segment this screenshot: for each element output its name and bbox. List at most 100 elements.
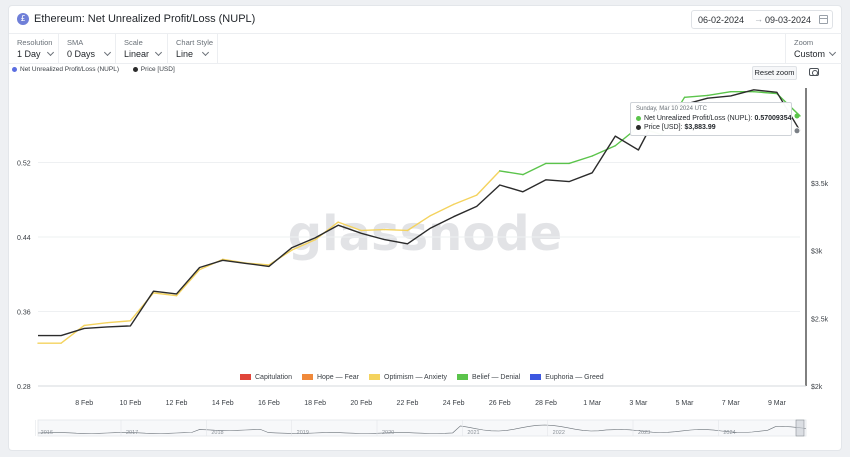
tooltip-price-label: Price [USD]: xyxy=(644,124,683,131)
nupl-line-segment xyxy=(60,324,85,344)
y-tick-label-right: $2.5k xyxy=(811,316,829,323)
nupl-line-segment xyxy=(291,239,316,251)
y-tick-label-right: $3.5k xyxy=(811,181,829,188)
chart-style-label: Chart Style xyxy=(176,38,214,47)
chart-style-value: Line xyxy=(176,49,194,59)
nupl-line-segment xyxy=(499,170,524,176)
series-legend: Net Unrealized Profit/Loss (NUPL) Price … xyxy=(12,66,187,73)
navigator-year-label: 2018 xyxy=(211,430,223,436)
x-tick-label: 16 Feb xyxy=(258,400,280,407)
nupl-line-segment xyxy=(683,94,709,99)
zone-legend-item[interactable]: Belief — Denial xyxy=(457,374,520,381)
zone-swatch xyxy=(240,374,251,381)
arrow-right-icon: → xyxy=(754,14,763,24)
legend-dot-price xyxy=(132,66,138,72)
tooltip-dot-price xyxy=(636,124,641,130)
nupl-line-segment xyxy=(522,162,547,176)
nupl-line-segment xyxy=(383,228,409,232)
zone-legend: Capitulation Hope — Fear Optimism — Anxiet… xyxy=(240,374,614,381)
zone-label: Optimism — Anxiety xyxy=(384,374,448,381)
legend-dot-nupl xyxy=(12,66,17,72)
zone-swatch xyxy=(530,374,542,381)
y-tick-label-left: 0.36 xyxy=(17,310,31,317)
y-tick-label-right: $3k xyxy=(811,249,823,256)
x-tick-label: 3 Mar xyxy=(629,400,648,407)
sma-value: 0 Days xyxy=(67,49,96,59)
zone-label: Belief — Denial xyxy=(472,374,521,381)
x-tick-label: 5 Mar xyxy=(676,400,695,407)
nupl-line-segment xyxy=(476,170,501,196)
x-tick-label: 10 Feb xyxy=(119,400,141,407)
zone-label: Capitulation xyxy=(255,374,292,381)
x-tick-label: 22 Feb xyxy=(397,400,419,407)
resolution-label: Resolution xyxy=(17,38,53,47)
page-title: Ethereum: Net Unrealized Profit/Loss (NU… xyxy=(34,13,256,25)
calendar-icon[interactable] xyxy=(819,15,828,24)
navigator-year-label: 2021 xyxy=(467,430,479,436)
nupl-line-segment xyxy=(360,228,386,232)
date-from-input[interactable]: 06-02-2024 xyxy=(698,15,745,25)
nupl-line-segment xyxy=(175,268,201,297)
x-tick-label: 8 Feb xyxy=(75,400,93,407)
x-tick-label: 9 Mar xyxy=(768,400,787,407)
scale-label: Scale xyxy=(124,38,143,47)
watermark: glassnode xyxy=(288,206,562,262)
legend-item-nupl[interactable]: Net Unrealized Profit/Loss (NUPL) xyxy=(12,66,119,73)
resolution-select[interactable]: Resolution 1 Day xyxy=(9,34,59,63)
camera-icon[interactable] xyxy=(809,68,819,76)
navigator-year-label: 2016 xyxy=(41,430,53,436)
nupl-line-segment xyxy=(429,203,455,217)
x-tick-label: 24 Feb xyxy=(443,400,465,407)
chart-style-select[interactable]: Chart Style Line xyxy=(168,34,218,63)
date-range-picker[interactable]: 06-02-2024 → 09-03-2024 xyxy=(691,10,833,29)
tooltip-nupl-value: 0.57009354 xyxy=(754,115,792,122)
nupl-line-segment xyxy=(106,320,132,324)
reset-zoom-button[interactable]: Reset zoom xyxy=(752,66,797,80)
x-tick-label: 12 Feb xyxy=(166,400,188,407)
zone-label: Euphoria — Greed xyxy=(545,374,604,381)
navigator-year-label: 2019 xyxy=(297,430,309,436)
zoom-label: Zoom xyxy=(794,38,814,47)
sma-label: SMA xyxy=(67,38,84,47)
nupl-line-segment xyxy=(753,91,778,95)
navigator-track[interactable] xyxy=(37,419,807,437)
y-tick-label-left: 0.28 xyxy=(17,384,31,391)
navigator-handle[interactable] xyxy=(795,419,805,437)
chart-card: £ Ethereum: Net Unrealized Profit/Loss (… xyxy=(8,5,843,451)
legend-label-nupl: Net Unrealized Profit/Loss (NUPL) xyxy=(20,66,119,73)
sma-select[interactable]: SMA 0 Days xyxy=(59,34,116,63)
x-tick-label: 18 Feb xyxy=(304,400,326,407)
y-tick-label-left: 0.44 xyxy=(17,235,31,242)
zone-legend-item[interactable]: Euphoria — Greed xyxy=(530,374,604,381)
chart-tooltip: Sunday, Mar 10 2024 UTC Net Unrealized P… xyxy=(630,102,792,136)
y-tick-label-left: 0.52 xyxy=(17,161,31,168)
nupl-line-segment xyxy=(83,321,108,327)
chart-toolbar: Resolution 1 Day SMA 0 Days Scale Linear… xyxy=(9,33,843,64)
nupl-line-segment xyxy=(337,221,362,232)
scale-select[interactable]: Scale Linear xyxy=(116,34,168,63)
nupl-line-segment xyxy=(152,292,178,297)
nupl-line-segment xyxy=(452,194,478,206)
zoom-select[interactable]: Zoom Custom xyxy=(785,34,843,63)
resolution-value: 1 Day xyxy=(17,49,41,59)
price-hover-marker xyxy=(793,127,801,135)
navigator-year-label: 2024 xyxy=(723,430,735,436)
zone-legend-item[interactable]: Hope — Fear xyxy=(301,374,359,381)
zone-swatch xyxy=(457,374,469,381)
title-bar: £ Ethereum: Net Unrealized Profit/Loss (… xyxy=(9,6,843,32)
tooltip-row-nupl: Net Unrealized Profit/Loss (NUPL): 0.570… xyxy=(636,114,791,123)
scale-value: Linear xyxy=(124,49,150,59)
ethereum-icon: £ xyxy=(17,13,29,25)
legend-item-price[interactable]: Price [USD] xyxy=(132,66,175,73)
zone-legend-item[interactable]: Capitulation xyxy=(240,374,292,381)
zone-legend-item[interactable]: Optimism — Anxiety xyxy=(369,374,447,381)
legend-label-price: Price [USD] xyxy=(140,66,175,73)
zone-label: Hope — Fear xyxy=(316,374,359,381)
x-tick-label: 28 Feb xyxy=(535,400,557,407)
date-to-input[interactable]: 09-03-2024 xyxy=(765,15,812,25)
zone-swatch xyxy=(369,374,380,381)
zoom-value: Custom xyxy=(794,49,826,59)
y-tick-label-right: $2k xyxy=(811,384,823,391)
x-tick-label: 7 Mar xyxy=(722,400,741,407)
